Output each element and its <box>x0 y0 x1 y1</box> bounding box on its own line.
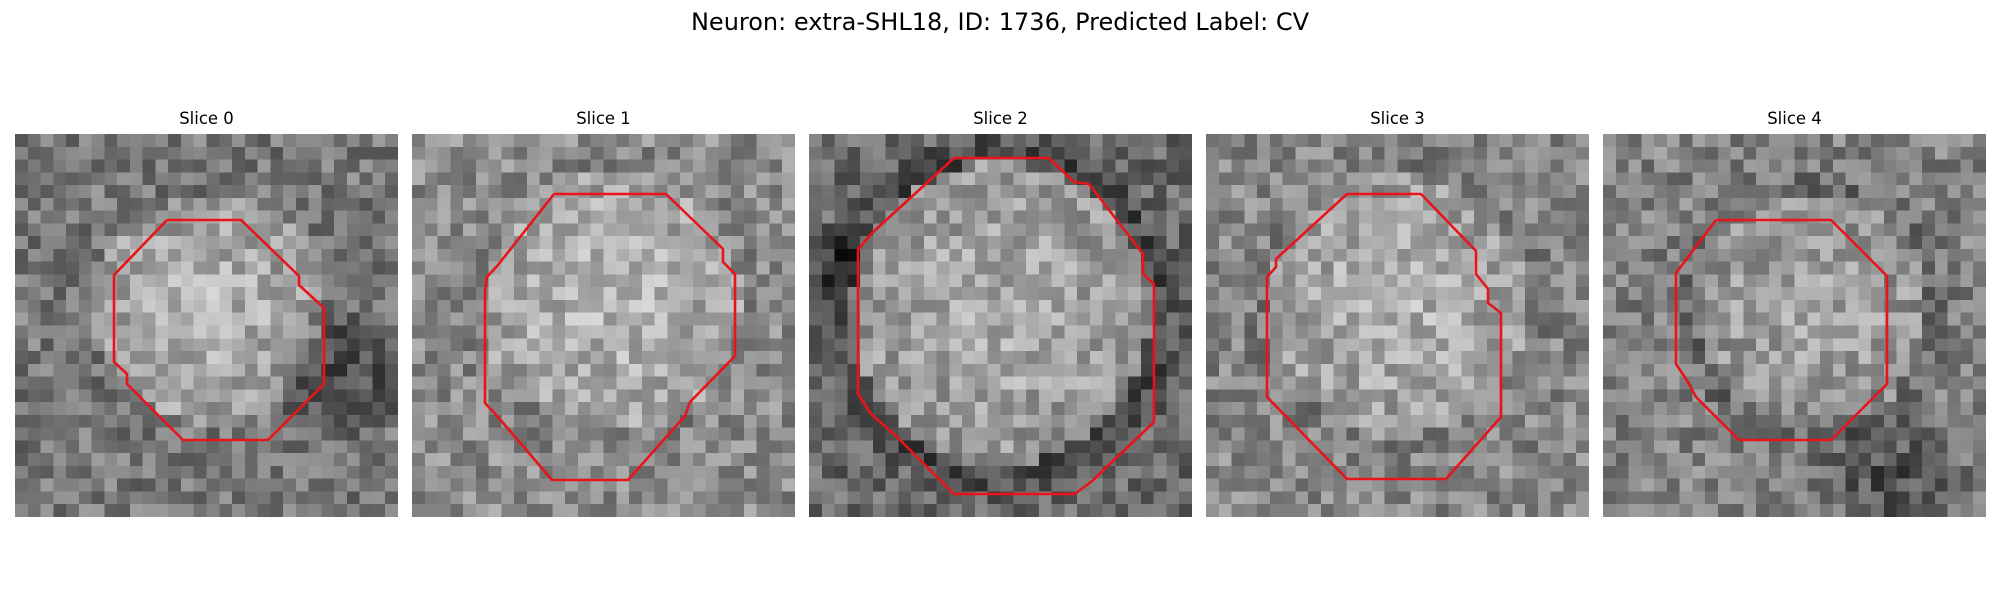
grayscale-microscopy-image <box>809 134 1192 517</box>
roi-outline <box>483 192 737 482</box>
slice-panel-1: Slice 1 <box>412 108 795 517</box>
roi-outline <box>1265 192 1503 481</box>
slice-panel-2: Slice 2 <box>809 108 1192 517</box>
grayscale-microscopy-image <box>412 134 795 517</box>
slice-title: Slice 2 <box>973 109 1028 128</box>
figure-title: Neuron: extra-SHL18, ID: 1736, Predicted… <box>690 8 1310 36</box>
slice-image <box>412 134 795 517</box>
roi-contour <box>1674 218 1889 442</box>
slice-panel-0: Slice 0 <box>15 108 398 517</box>
slice-title: Slice 1 <box>576 109 631 128</box>
grayscale-microscopy-image <box>15 134 398 517</box>
roi-contour <box>1265 192 1503 481</box>
roi-outline <box>112 218 326 442</box>
grayscale-microscopy-image <box>1603 134 1986 517</box>
slice-panel-4: Slice 4 <box>1603 108 1986 517</box>
grayscale-microscopy-image <box>1206 134 1589 517</box>
roi-contour <box>483 192 737 482</box>
slice-image <box>1206 134 1589 517</box>
roi-outline <box>1674 218 1889 442</box>
slice-panel-3: Slice 3 <box>1206 108 1589 517</box>
roi-outline <box>856 156 1156 496</box>
slice-title: Slice 3 <box>1370 109 1425 128</box>
slice-image <box>1603 134 1986 517</box>
slice-image <box>15 134 398 517</box>
slice-title: Slice 4 <box>1767 109 1822 128</box>
roi-contour <box>112 218 326 442</box>
slice-image <box>809 134 1192 517</box>
slice-title: Slice 0 <box>179 109 234 128</box>
roi-contour <box>856 156 1156 496</box>
